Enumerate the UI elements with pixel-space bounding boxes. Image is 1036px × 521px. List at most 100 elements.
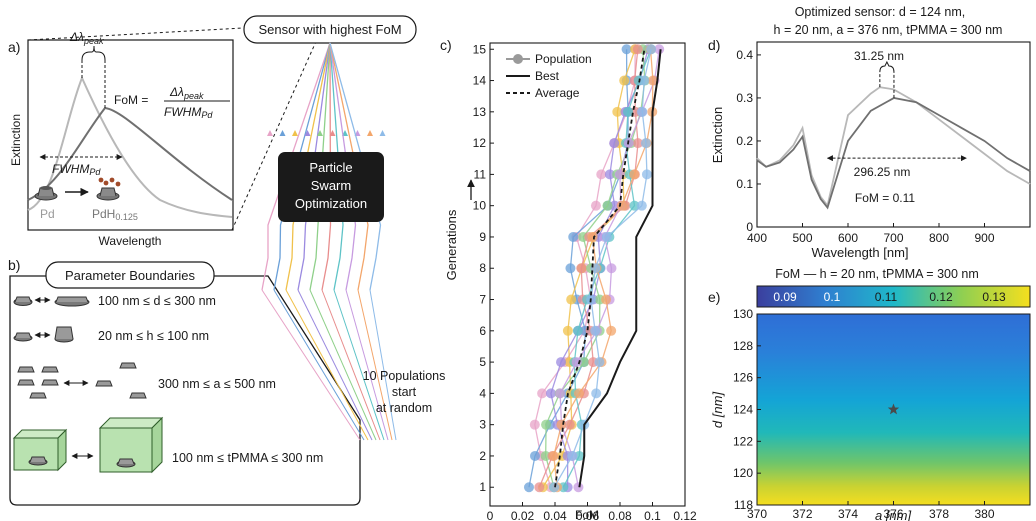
optimized-pd-curve [756,86,1031,208]
pso-line-1: Particle [309,160,352,175]
panel-c-ticks: 0 0.02 0.04 0.06 0.08 0.1 0.121234567891011121… [473,42,697,521]
callout-line-top [27,27,244,41]
period-range: 300 nm ≤ a ≤ 500 nm [158,377,276,391]
population-point-10-1 [549,482,560,493]
swarm-tail-1 [261,289,361,441]
c-ytick-label-7: 8 [479,261,486,275]
e-ytick-label-4: 126 [733,371,753,385]
height-range: 20 nm ≤ h ≤ 100 nm [98,329,209,343]
population-point-10-13 [637,106,648,117]
pd-label: Pd [40,207,55,221]
c-ytick-label-12: 13 [473,105,487,119]
population-point-4-4 [545,388,556,399]
colorbar-tick-4: 0.12 [929,290,953,304]
swarm-arrowhead-5 [317,130,323,136]
d-ytick-label-4: 0.4 [736,48,753,62]
period-icon [17,362,147,399]
d-ytick-label-0: 0 [746,220,753,234]
swarm-line-4 [297,42,331,291]
population-point-10-9 [601,231,612,242]
optimum-star-marker [887,403,900,415]
parameter-title: Parameter Boundaries [65,268,196,283]
e-ytick-label-5: 128 [733,339,753,353]
population-point-2-15 [621,44,632,55]
swarm-arrowhead-3 [292,130,298,136]
parameter-title-box [45,261,215,289]
callout-line-bottom [231,36,319,231]
pmma-icon [12,416,164,474]
population-point-10-6 [590,325,601,336]
d-xtick-label-3: 700 [883,231,903,245]
population-point-4-11 [604,169,615,180]
c-ytick-label-4: 5 [479,355,486,369]
population-point-7-2 [574,450,585,461]
pd-particle-icon [34,186,58,201]
fom-value: FoM = 0.11 [855,191,915,205]
e-ytick-label-3: 124 [733,403,753,417]
fom-lhs: FoM = [114,93,148,107]
population-point-2-9 [568,231,579,242]
panel-c-ylabel: Generations [444,209,459,280]
e-ytick-label-1: 120 [733,466,753,480]
panel-d-letter: d) [708,37,720,53]
population-point-8-8 [606,263,617,274]
swarm-tail-7 [333,289,385,441]
panel-e: e) FoM — h = 20 nm, tPMMA = 300 nm 0.09 … [708,267,1031,521]
c-xtick-label-4: 0.08 [608,509,632,521]
pdh-particle-icon [96,177,121,201]
population-point-3-7 [566,294,577,305]
population-point-4-12 [609,138,620,149]
swarm-arrowhead-6 [329,130,336,136]
pd-curve [27,75,233,218]
d-ytick-label-3: 0.3 [736,91,753,105]
c-ytick-label-10: 11 [474,167,487,181]
pdh-label: PdH0.125 [92,207,138,222]
c-xtick-label-0: 0 [487,509,494,521]
swarm-tail-3 [285,289,369,441]
c-ytick-label-8: 9 [479,230,486,244]
swarm-tail-4 [297,289,373,441]
c-ytick-label-5: 6 [479,324,486,338]
panel-e-ylabel: d [nm] [710,392,725,429]
population-point-9-9 [587,231,598,242]
panel-e-title: FoM — h = 20 nm, tPMMA = 300 nm [775,267,979,281]
swarm-line-10 [329,42,382,291]
legend-average: Average [535,86,580,100]
c-xtick-label-1: 0.02 [511,509,535,521]
population-point-10-15 [646,44,657,55]
swarm-tail-2 [273,289,365,441]
population-point-8-5 [571,357,582,368]
population-point-10-4 [591,388,602,399]
pso-line-3: Optimization [295,196,367,211]
population-point-9-14 [647,75,658,86]
colorbar-tick-3: 0.11 [875,290,898,304]
c-ytick-label-13: 14 [473,74,487,88]
population-point-9-7 [601,294,612,305]
panel-e-letter: e) [708,289,720,305]
swarm-lines [261,42,397,441]
e-ytick-label-0: 118 [734,498,753,512]
population-point-10-14 [639,75,650,86]
populations-note-3: at random [376,401,432,415]
optimized-pdh-curve [756,96,1031,210]
d-ytick-label-1: 0.1 [736,177,753,191]
population-point-7-6 [572,325,583,336]
population-point-5-10 [602,200,613,211]
population-point-10-12 [640,138,651,149]
fom-denominator: FWHMPd [164,105,213,120]
population-point-4-5 [556,357,567,368]
panel-a: a) Δλpeak FoM = Δλpeak FWHMPd FWHMPd Ext… [8,27,319,248]
populations-note-1: 10 Populations [363,369,446,383]
population-point-1-3 [529,419,540,430]
swarm-line-8 [329,42,357,291]
e-ytick-label-2: 122 [733,434,753,448]
c-xtick-label-3: 0.06 [576,509,600,521]
swarm-line-3 [285,42,331,291]
colorbar [756,285,1031,308]
swarm-arrowhead-7 [342,130,348,136]
population-point-9-3 [556,419,567,430]
parameter-panel-outline [9,275,361,506]
c-ytick-label-14: 15 [473,42,487,56]
c-xtick-label-5: 0.1 [644,509,661,521]
